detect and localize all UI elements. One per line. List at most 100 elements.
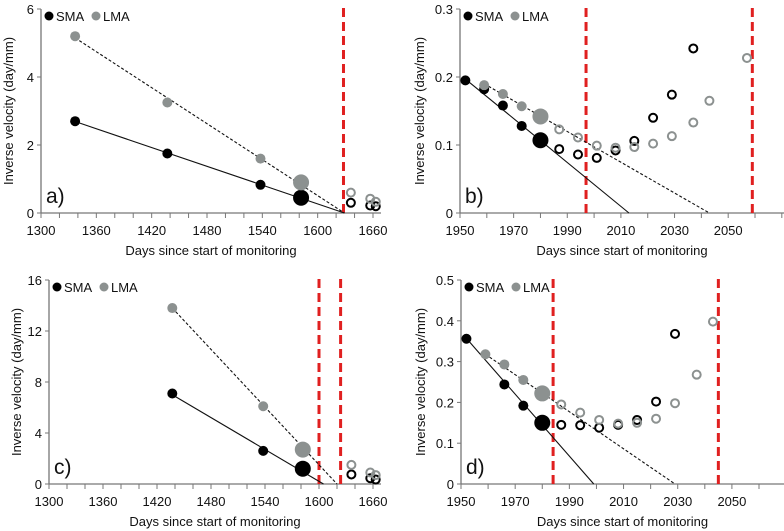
panel-d: 1950 1970 1990 2010 2030 2050 0 0.1 0.2 0.3 0.4 0.5…	[413, 273, 784, 529]
lma-excluded-point	[648, 138, 659, 149]
lma-excluded-point	[591, 140, 602, 151]
sma-fit-line	[465, 78, 630, 214]
lma-excluded-point	[365, 467, 376, 478]
sma-point	[497, 100, 508, 111]
x-tick-label: 1950	[447, 494, 476, 509]
legend-sma-label: SMA	[475, 9, 504, 24]
x-tick-label: 2050	[714, 223, 743, 238]
lma-excluded-point	[704, 95, 715, 106]
lma-point	[480, 349, 491, 360]
sma-point	[516, 120, 527, 131]
lma-excluded-point	[666, 131, 677, 142]
x-tick-label: 1300	[27, 223, 56, 238]
sma-excluded-point	[370, 474, 381, 485]
sma-excluded-point	[554, 144, 565, 155]
lma-excluded-point	[651, 413, 662, 424]
lma-excluded-point	[688, 117, 699, 128]
lma-excluded-point	[573, 132, 583, 143]
panel-label: b)	[465, 185, 484, 208]
x-axis-title: Days since start of monitoring	[129, 514, 300, 529]
lma-point	[255, 153, 266, 164]
legend-sma-marker	[464, 282, 474, 292]
lma-point	[167, 303, 178, 314]
y-tick-label: 16	[28, 273, 42, 288]
lma-point	[499, 359, 510, 370]
x-axis-title: Days since start of monitoring	[125, 243, 296, 258]
lma-fit-line	[171, 307, 338, 485]
x-tick-label: 1660	[359, 223, 388, 238]
panel-label: a)	[46, 185, 65, 208]
lma-latest-point	[532, 108, 549, 125]
legend-lma-marker	[511, 282, 521, 292]
lma-fit-line	[483, 83, 710, 214]
panel-c: 1300 1360 1420 1480 1540 1600 1660 0 4 8 12 16 Days …	[9, 273, 387, 529]
sma-excluded-point	[556, 419, 567, 430]
legend-sma-marker	[44, 11, 54, 21]
sma-excluded-point	[648, 112, 659, 123]
legend-sma-label: SMA	[476, 280, 505, 295]
legend-lma-marker	[99, 282, 109, 292]
x-tick-label: 1420	[137, 223, 166, 238]
x-tick-label: 1970	[499, 223, 528, 238]
sma-point	[258, 445, 269, 456]
sma-point	[499, 379, 510, 390]
lma-excluded-point	[370, 196, 381, 207]
x-axis-title: Days since start of monitoring	[536, 243, 707, 258]
sma-excluded-point	[573, 149, 583, 160]
lma-excluded-point	[594, 414, 605, 425]
x-tick-label: 1950	[446, 223, 475, 238]
y-tick-label: 0	[446, 206, 453, 221]
x-tick-label: 2010	[609, 494, 638, 509]
x-tick-label: 2030	[663, 494, 692, 509]
lma-excluded-point	[741, 52, 752, 63]
y-axis-title: Inverse velocity (day/mm)	[9, 308, 24, 456]
x-tick-label: 1540	[248, 223, 277, 238]
sma-point	[162, 148, 173, 159]
y-tick-label: 0.1	[435, 138, 453, 153]
x-tick-label: 1300	[35, 494, 64, 509]
x-tick-label: 1660	[359, 494, 388, 509]
sma-excluded-point	[670, 328, 681, 339]
y-tick-label: 0	[27, 206, 34, 221]
x-tick-label: 1360	[89, 494, 118, 509]
x-axis-title: Days since start of monitoring	[537, 514, 708, 529]
lma-point	[162, 97, 173, 108]
y-axis-title: Inverse velocity (day/mm)	[413, 308, 428, 456]
legend-sma-label: SMA	[56, 9, 85, 24]
lma-excluded-point	[670, 398, 681, 409]
x-tick-label: 1600	[305, 494, 334, 509]
panel-label: c)	[54, 456, 72, 479]
legend-lma-marker	[510, 11, 520, 21]
x-tick-label: 1970	[501, 494, 530, 509]
sma-point	[460, 75, 471, 86]
sma-excluded-point	[666, 89, 677, 100]
sma-point	[167, 388, 178, 399]
legend-lma-label: LMA	[103, 9, 130, 24]
panel-label: d)	[466, 456, 485, 479]
lma-excluded-point	[691, 369, 702, 380]
x-tick-label: 2030	[660, 223, 689, 238]
y-tick-label: 4	[35, 426, 42, 441]
sma-fit-line	[466, 337, 595, 485]
legend-lma-label: LMA	[522, 9, 549, 24]
legend-lma-label: LMA	[111, 280, 138, 295]
sma-latest-point	[532, 132, 549, 149]
panel-b: 1950 1970 1990 2010 2030 2050 0 0.1 0.2 0.3 Days s…	[412, 2, 784, 258]
lma-latest-point	[294, 441, 311, 458]
y-tick-label: 0.3	[435, 2, 453, 17]
sma-point	[70, 116, 81, 127]
y-axis-title: Inverse velocity (day/mm)	[412, 37, 427, 185]
lma-excluded-point	[629, 142, 640, 153]
sma-excluded-point	[370, 201, 381, 212]
y-tick-label: 0	[447, 477, 454, 492]
lma-excluded-point	[632, 417, 643, 428]
lma-excluded-point	[346, 459, 357, 470]
lma-excluded-point	[610, 142, 621, 153]
legend-sma-marker	[52, 282, 62, 292]
legend-lma-label: LMA	[523, 280, 550, 295]
x-tick-label: 1600	[303, 223, 332, 238]
y-tick-label: 0	[35, 477, 42, 492]
sma-excluded-point	[651, 396, 662, 407]
